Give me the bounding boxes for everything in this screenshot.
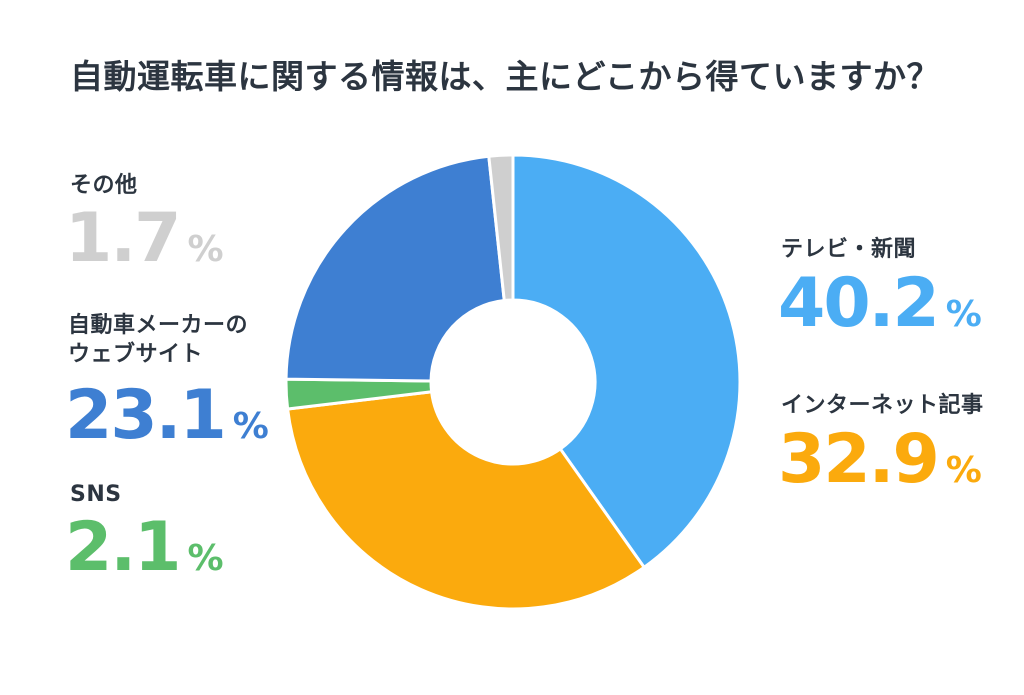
value-sns: 2.1 — [65, 508, 181, 587]
legend-value-maker-site: 23.1 % — [65, 382, 269, 450]
percent-sign-maker-site: % — [232, 406, 269, 447]
value-internet-articles: 32.9 — [778, 420, 940, 499]
legend-item-tv-newspaper: テレビ・新聞 — [781, 236, 916, 265]
donut-segments — [284, 153, 742, 611]
legend-value-internet-articles: 32.9 % — [778, 426, 982, 494]
value-other: 1.7 — [65, 199, 181, 278]
legend-label-internet-articles: インターネット記事 — [781, 393, 984, 418]
percent-sign-internet-articles: % — [945, 450, 982, 491]
legend-value-sns: 2.1 % — [65, 514, 224, 582]
page-title: 自動運転車に関する情報は、主にどこから得ていますか？ — [70, 57, 941, 96]
legend-value-tv-newspaper: 40.2 % — [778, 270, 982, 338]
percent-sign-other: % — [187, 229, 224, 270]
legend-label-sns: SNS — [70, 482, 122, 507]
legend-label-other: その他 — [70, 173, 138, 198]
pie-segment-3 — [284, 154, 506, 383]
percent-sign-sns: % — [187, 538, 224, 579]
legend-value-other: 1.7 % — [65, 205, 224, 273]
legend-item-sns: SNS — [70, 481, 122, 510]
legend-label-tv-newspaper: テレビ・新聞 — [781, 237, 917, 262]
pie-segment-0 — [511, 153, 742, 570]
legend-item-internet-articles: インターネット記事 — [781, 392, 984, 421]
legend-item-other: その他 — [70, 172, 138, 201]
percent-sign-tv-newspaper: % — [945, 294, 982, 335]
value-maker-site: 23.1 — [65, 376, 227, 455]
pie-segment-1 — [285, 390, 647, 611]
legend-label-maker-site: 自動車メーカーの ウェブサイト — [68, 313, 249, 367]
legend-item-maker-site: 自動車メーカーの ウェブサイト — [68, 312, 248, 369]
value-tv-newspaper: 40.2 — [778, 264, 940, 343]
pie-segment-4 — [487, 153, 515, 303]
